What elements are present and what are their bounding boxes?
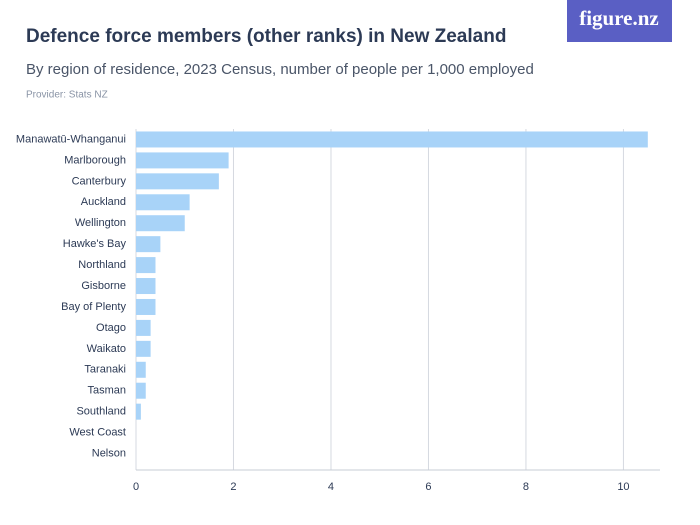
x-tick-label: 4 — [328, 481, 334, 493]
y-tick-label: West Coast — [69, 427, 126, 439]
bar — [136, 131, 648, 148]
bar — [136, 298, 156, 315]
y-tick-label: Tasman — [87, 385, 126, 397]
y-tick-label: Manawatū-Whanganui — [16, 133, 126, 145]
bar — [136, 194, 190, 211]
x-tick-label: 0 — [133, 481, 139, 493]
bar — [136, 319, 151, 336]
bar — [136, 361, 146, 378]
y-tick-label: Nelson — [92, 447, 126, 459]
logo[interactable]: figure.nz — [579, 6, 659, 30]
y-tick-label: Canterbury — [72, 175, 127, 187]
y-tick-label: Taranaki — [84, 364, 126, 376]
logo-box — [567, 0, 672, 42]
bar — [136, 152, 229, 169]
chart-title: Defence force members (other ranks) in N… — [26, 26, 506, 47]
provider: Provider: Stats NZ — [26, 90, 108, 101]
bar — [136, 403, 141, 420]
bar — [136, 236, 161, 253]
x-tick-label: 8 — [523, 481, 529, 493]
y-tick-label: Southland — [76, 406, 126, 418]
chart-subtitle: By region of residence, 2023 Census, num… — [26, 61, 534, 78]
bar — [136, 257, 156, 274]
bar — [136, 215, 185, 232]
y-tick-label: Gisborne — [81, 280, 126, 292]
y-tick-label: Hawke's Bay — [63, 238, 127, 250]
y-tick-label: Marlborough — [64, 154, 126, 166]
bar — [136, 278, 156, 295]
x-tick-label: 6 — [425, 481, 431, 493]
y-tick-label: Northland — [78, 259, 126, 271]
x-tick-label: 2 — [230, 481, 236, 493]
y-tick-label: Wellington — [75, 217, 126, 229]
y-tick-label: Otago — [96, 322, 126, 334]
y-tick-label: Auckland — [81, 196, 126, 208]
bar — [136, 173, 219, 190]
x-tick-label: 10 — [617, 481, 629, 493]
y-tick-label: Bay of Plenty — [61, 301, 126, 313]
bar — [136, 382, 146, 399]
y-tick-label: Waikato — [87, 343, 126, 355]
bar — [136, 340, 151, 357]
